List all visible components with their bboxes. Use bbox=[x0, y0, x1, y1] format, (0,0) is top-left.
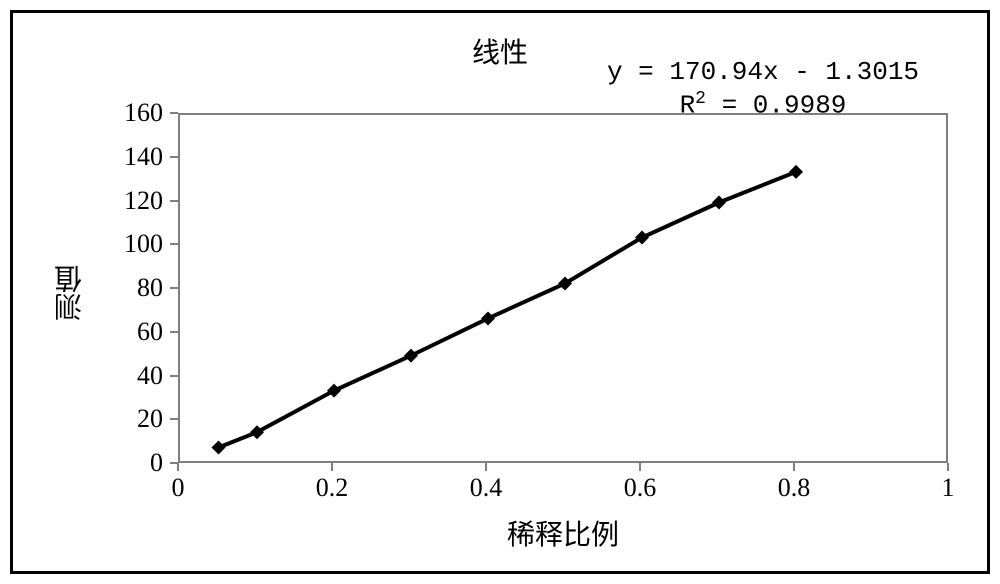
y-tick-mark bbox=[170, 287, 178, 289]
y-tick-label: 160 bbox=[108, 98, 163, 128]
plot-svg bbox=[180, 115, 950, 465]
x-tick-mark bbox=[639, 463, 641, 471]
y-tick-mark bbox=[170, 375, 178, 377]
equation-text: y = 170.94x - 1.3015 bbox=[607, 57, 919, 87]
x-tick-label: 1 bbox=[942, 473, 955, 503]
x-tick-mark bbox=[947, 463, 949, 471]
x-tick-label: 0.2 bbox=[316, 473, 349, 503]
y-axis-label: 测值 bbox=[51, 193, 91, 393]
x-tick-label: 0.4 bbox=[470, 473, 503, 503]
data-marker bbox=[212, 441, 226, 455]
x-tick-mark bbox=[485, 463, 487, 471]
data-marker bbox=[481, 311, 495, 325]
y-tick-mark bbox=[170, 331, 178, 333]
data-marker bbox=[712, 196, 726, 210]
y-tick-mark bbox=[170, 156, 178, 158]
y-tick-label: 80 bbox=[108, 273, 163, 303]
x-tick-mark bbox=[331, 463, 333, 471]
data-marker bbox=[789, 165, 803, 179]
y-tick-label: 40 bbox=[108, 361, 163, 391]
data-marker bbox=[404, 349, 418, 363]
y-tick-label: 120 bbox=[108, 186, 163, 216]
y-tick-mark bbox=[170, 243, 178, 245]
x-tick-mark bbox=[177, 463, 179, 471]
y-tick-label: 60 bbox=[108, 317, 163, 347]
x-tick-label: 0.8 bbox=[778, 473, 811, 503]
y-tick-mark bbox=[170, 200, 178, 202]
y-tick-mark bbox=[170, 112, 178, 114]
plot-frame bbox=[178, 113, 948, 463]
chart-area: 线性 y = 170.94x - 1.3015 R2 = 0.9989 测值 稀… bbox=[13, 13, 987, 571]
y-tick-mark bbox=[170, 418, 178, 420]
y-tick-label: 0 bbox=[108, 448, 163, 478]
x-axis-label: 稀释比例 bbox=[178, 513, 948, 553]
x-tick-label: 0 bbox=[172, 473, 185, 503]
y-tick-label: 20 bbox=[108, 404, 163, 434]
trend-line bbox=[219, 172, 797, 448]
r2-sup: 2 bbox=[695, 89, 706, 109]
y-tick-label: 140 bbox=[108, 142, 163, 172]
regression-equation: y = 170.94x - 1.3015 bbox=[553, 57, 973, 87]
x-tick-label: 0.6 bbox=[624, 473, 657, 503]
y-tick-label: 100 bbox=[108, 229, 163, 259]
x-tick-mark bbox=[793, 463, 795, 471]
chart-outer-frame: 线性 y = 170.94x - 1.3015 R2 = 0.9989 测值 稀… bbox=[10, 10, 990, 574]
